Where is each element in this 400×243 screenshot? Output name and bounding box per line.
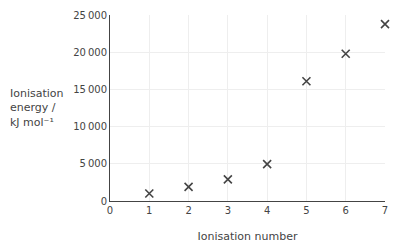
svg-text:5 000: 5 000 <box>80 158 107 169</box>
svg-text:20 000: 20 000 <box>73 47 107 58</box>
svg-text:Ionisation number: Ionisation number <box>198 230 298 243</box>
svg-text:2: 2 <box>185 205 191 216</box>
svg-text:Ionisationenergy /kJ mol⁻¹: Ionisationenergy /kJ mol⁻¹ <box>10 87 64 129</box>
svg-text:3: 3 <box>225 205 231 216</box>
svg-text:7: 7 <box>382 205 388 216</box>
svg-text:0: 0 <box>101 196 107 207</box>
svg-text:25 000: 25 000 <box>73 10 107 21</box>
svg-text:4: 4 <box>264 205 270 216</box>
svg-text:1: 1 <box>146 205 152 216</box>
svg-text:15 000: 15 000 <box>73 84 107 95</box>
svg-text:0: 0 <box>107 205 113 216</box>
svg-text:6: 6 <box>343 205 349 216</box>
svg-text:5: 5 <box>303 205 309 216</box>
svg-text:10 000: 10 000 <box>73 121 107 132</box>
